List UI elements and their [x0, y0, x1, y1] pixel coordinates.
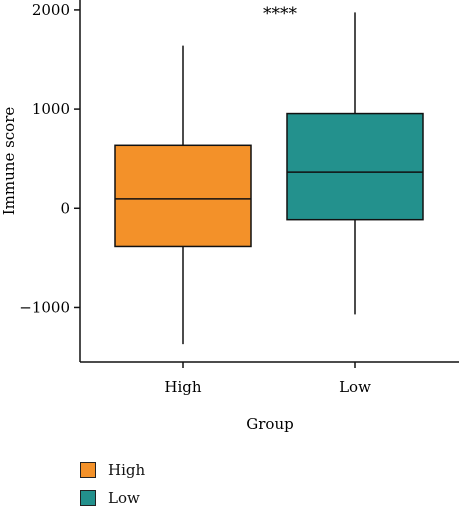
y-tick-label: −1000 [19, 298, 70, 316]
box-high [114, 144, 252, 248]
legend-item-low: Low [80, 486, 145, 510]
legend-swatch-high [80, 462, 96, 478]
boxes [114, 12, 424, 345]
legend-swatch-low [80, 490, 96, 506]
axes: −1000 0 1000 2000 High Low [19, 0, 459, 396]
legend-label-low: Low [108, 489, 140, 507]
x-axis-label: Group [246, 415, 293, 433]
legend-label-high: High [108, 461, 146, 479]
box-plot-chart: −1000 0 1000 2000 High Low **** Group Immune … [0, 0, 459, 433]
y-tick-label: 1000 [32, 100, 70, 118]
legend: High Low [80, 458, 145, 514]
legend-item-high: High [80, 458, 145, 482]
y-tick-label: 2000 [32, 1, 70, 19]
x-tick-label: High [164, 378, 201, 396]
y-tick-label: 0 [60, 199, 70, 217]
box-low [286, 112, 424, 221]
significance-annotation: **** [263, 4, 298, 24]
x-tick-label: Low [339, 378, 371, 396]
y-axis-label: Immune score [0, 107, 18, 216]
